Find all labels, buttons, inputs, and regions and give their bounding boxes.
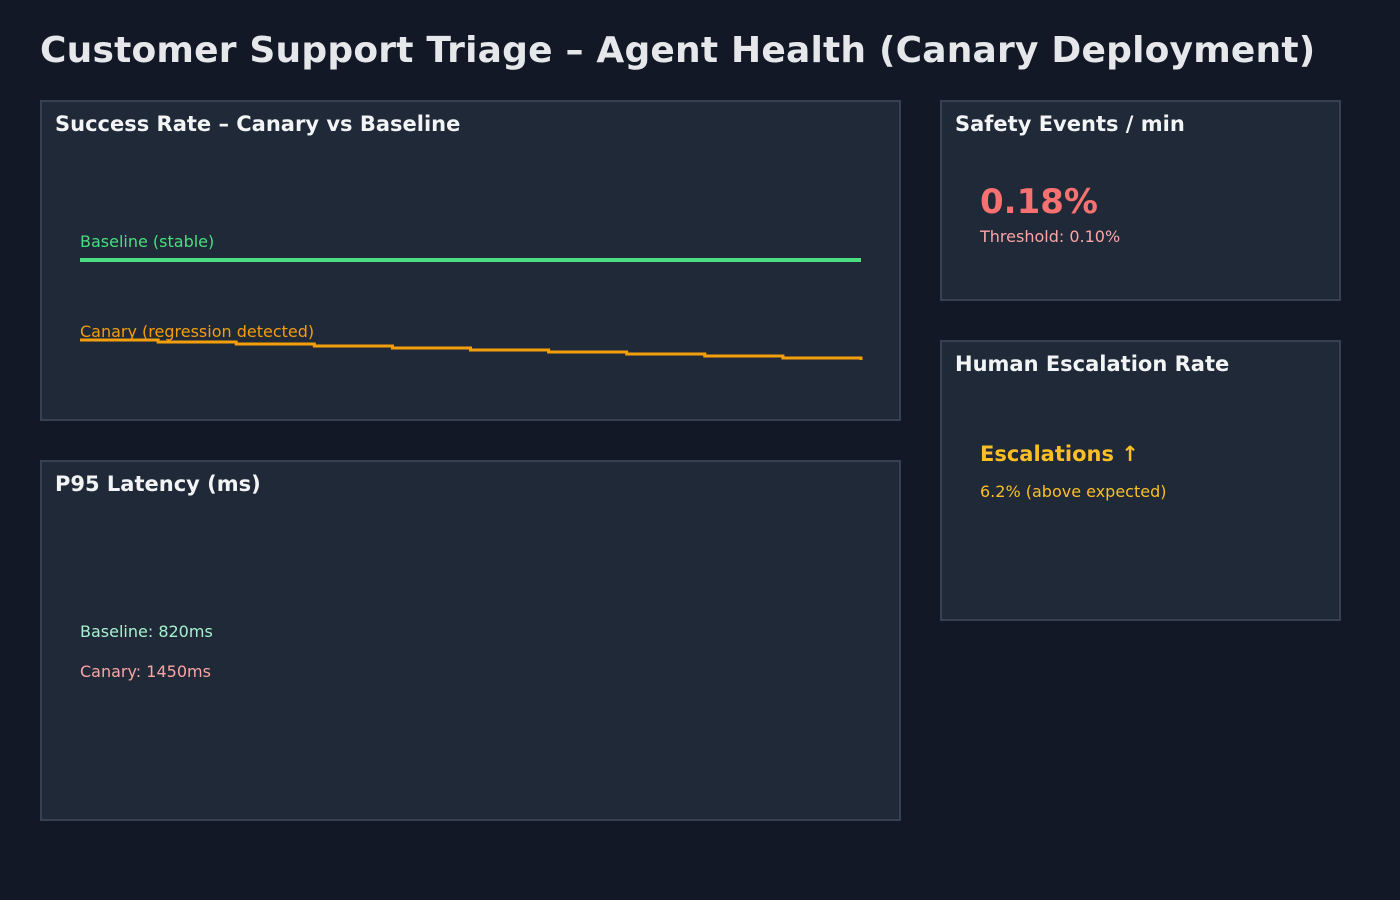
page-title: Customer Support Triage – Agent Health (…: [40, 30, 1316, 71]
escalations-headline: Escalations ↑: [980, 442, 1139, 466]
safety-events-value: 0.18%: [980, 182, 1098, 222]
success-rate-panel: Success Rate – Canary vs Baseline Baseli…: [40, 100, 901, 421]
latency-canary-text: Canary: 1450ms: [80, 662, 211, 681]
escalation-rate-panel: Human Escalation Rate Escalations ↑ 6.2%…: [940, 340, 1341, 621]
p95-latency-title: P95 Latency (ms): [55, 472, 261, 496]
p95-latency-panel: P95 Latency (ms) Baseline: 820ms Canary:…: [40, 460, 901, 821]
escalations-detail: 6.2% (above expected): [980, 482, 1167, 501]
baseline-series-label: Baseline (stable): [80, 232, 215, 251]
success-rate-title: Success Rate – Canary vs Baseline: [55, 112, 461, 136]
canary-series-label: Canary (regression detected): [80, 322, 315, 341]
safety-events-panel: Safety Events / min 0.18% Threshold: 0.1…: [940, 100, 1341, 301]
safety-events-title: Safety Events / min: [955, 112, 1185, 136]
latency-baseline-text: Baseline: 820ms: [80, 622, 213, 641]
success-rate-chart: [80, 258, 863, 360]
canary-series-line: [80, 338, 863, 360]
escalation-rate-title: Human Escalation Rate: [955, 352, 1230, 376]
safety-threshold-text: Threshold: 0.10%: [980, 227, 1121, 246]
